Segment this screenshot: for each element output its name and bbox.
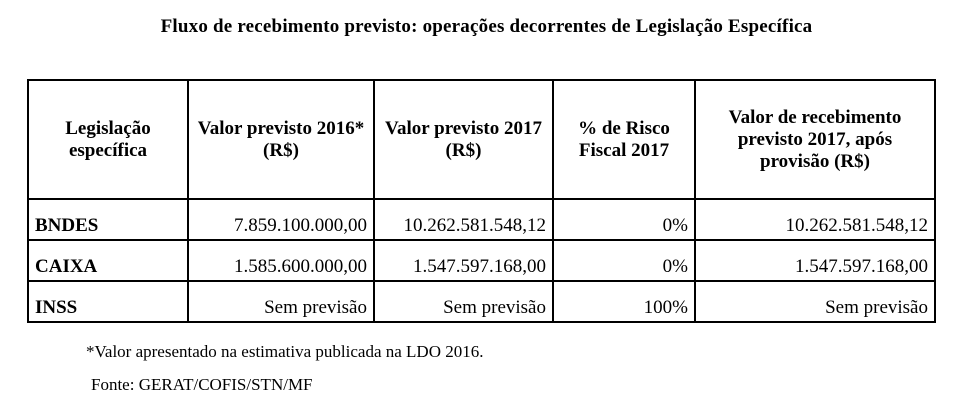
table-cell: 10.262.581.548,12 <box>694 198 936 241</box>
header-cell: % de Risco Fiscal 2017 <box>552 79 696 200</box>
table-row: INSS Sem previsão Sem previsão 100% Sem … <box>27 280 936 323</box>
table-row: BNDES 7.859.100.000,00 10.262.581.548,12… <box>27 198 936 241</box>
table-cell: 7.859.100.000,00 <box>187 198 375 241</box>
table-cell: 0% <box>552 198 696 241</box>
table-cell: Sem previsão <box>373 280 554 323</box>
table-cell: 100% <box>552 280 696 323</box>
table-cell: Sem previsão <box>187 280 375 323</box>
row-label: CAIXA <box>27 239 189 282</box>
header-cell: Valor de recebimento previsto 2017, após… <box>694 79 936 200</box>
table-cell: 1.547.597.168,00 <box>373 239 554 282</box>
header-row: Legislação específica Valor previsto 201… <box>27 79 936 200</box>
receipt-flow-table: Legislação específica Valor previsto 201… <box>27 79 936 323</box>
table-row: CAIXA 1.585.600.000,00 1.547.597.168,00 … <box>27 239 936 282</box>
table-cell: 10.262.581.548,12 <box>373 198 554 241</box>
table-cell: 1.547.597.168,00 <box>694 239 936 282</box>
header-cell: Valor previsto 2016* (R$) <box>187 79 375 200</box>
table-cell: 0% <box>552 239 696 282</box>
table-cell: 1.585.600.000,00 <box>187 239 375 282</box>
header-cell: Legislação específica <box>27 79 189 200</box>
row-label: INSS <box>27 280 189 323</box>
footnote: *Valor apresentado na estimativa publica… <box>86 342 484 361</box>
table-cell: Sem previsão <box>694 280 936 323</box>
table-title: Fluxo de recebimento previsto: operações… <box>160 16 813 37</box>
header-cell: Valor previsto 2017 (R$) <box>373 79 554 200</box>
source-note: Fonte: GERAT/COFIS/STN/MF <box>91 375 313 394</box>
row-label: BNDES <box>27 198 189 241</box>
